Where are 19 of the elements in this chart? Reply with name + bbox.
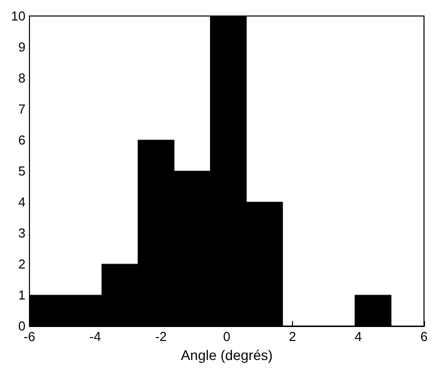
x-tick-label: 2 <box>288 329 296 344</box>
x-tick-label: -2 <box>155 329 167 344</box>
x-tick-label: 6 <box>420 329 428 344</box>
y-tick-label: 7 <box>18 102 26 117</box>
y-tick-label: 3 <box>18 226 26 241</box>
y-tick-label: 8 <box>18 70 26 86</box>
x-tick-label: 4 <box>354 329 362 344</box>
y-tick-label: 10 <box>10 8 26 24</box>
x-tick-label: 0 <box>223 329 230 344</box>
y-tick-label: 2 <box>18 256 26 272</box>
y-tick-label: 4 <box>18 194 26 210</box>
x-tick-label: -6 <box>24 329 36 344</box>
y-tick-label: 0 <box>18 318 26 334</box>
x-axis-title: Angle (degrés) <box>180 347 273 363</box>
y-tick-label: 5 <box>18 164 26 179</box>
x-tick-label: -4 <box>89 329 101 344</box>
y-tick-label: 6 <box>18 132 26 148</box>
y-tick-label: 9 <box>18 40 26 55</box>
y-tick-label: 1 <box>18 288 26 303</box>
